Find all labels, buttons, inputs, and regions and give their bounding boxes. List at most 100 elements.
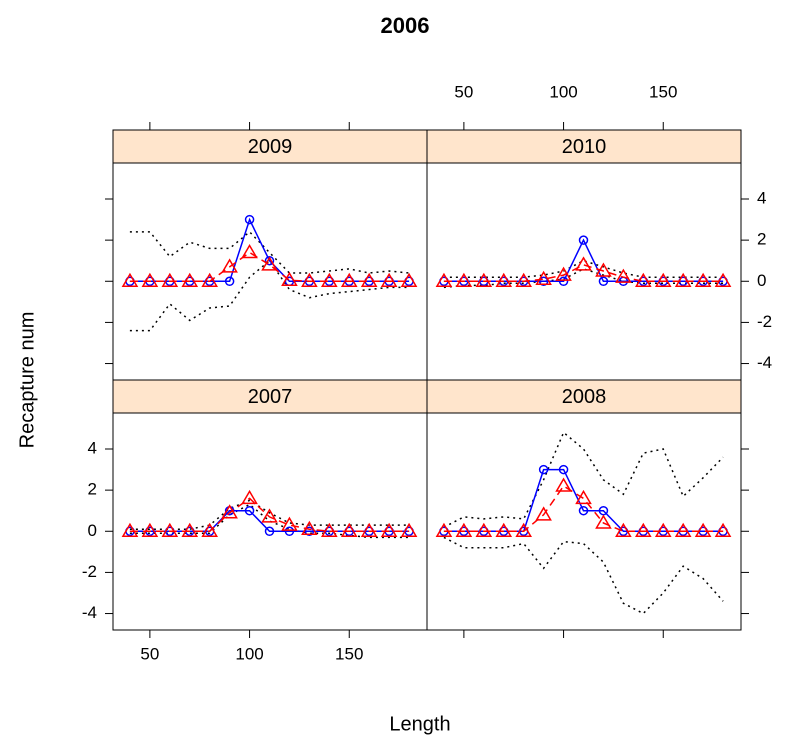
point [435, 272, 453, 288]
point [555, 266, 572, 281]
strip [112, 379, 428, 414]
point [221, 258, 238, 273]
x-tick-label: 150 [649, 82, 677, 101]
point [400, 522, 418, 538]
point [201, 272, 218, 288]
series-line [129, 251, 410, 283]
panel-frame [426, 162, 742, 381]
y-tick-label: -4 [757, 353, 772, 372]
point [161, 272, 179, 288]
point [301, 272, 318, 288]
point [264, 526, 275, 537]
point [321, 272, 338, 288]
strip [426, 379, 742, 414]
point [674, 522, 692, 538]
series-line [443, 536, 724, 615]
point [515, 522, 532, 538]
point [241, 243, 258, 259]
point [694, 522, 712, 538]
point [575, 489, 592, 505]
point [121, 272, 139, 288]
point [558, 464, 569, 475]
series-line [129, 259, 410, 332]
strip-label: 2010 [562, 136, 607, 158]
point [281, 516, 298, 531]
strip-label: 2008 [562, 386, 607, 408]
point [535, 270, 552, 285]
x-tick-label: 150 [335, 644, 363, 663]
panel-frame [112, 162, 428, 381]
point [244, 505, 255, 516]
x-axis-label: Length [389, 713, 450, 735]
point [578, 235, 589, 245]
series-line [129, 499, 410, 530]
y-tick-label: 0 [88, 521, 97, 540]
y-tick-label: 4 [757, 188, 766, 207]
point [380, 272, 398, 288]
x-tick-label: 50 [140, 644, 159, 663]
point [241, 489, 258, 505]
point [654, 272, 672, 288]
point [261, 256, 278, 271]
point [538, 464, 549, 475]
point [654, 522, 672, 538]
point [635, 272, 652, 288]
point [538, 276, 549, 287]
point [340, 272, 358, 288]
point [301, 520, 318, 535]
strip-label: 2007 [248, 386, 293, 408]
point [224, 276, 235, 287]
panel-frame [426, 412, 742, 631]
point [714, 522, 732, 538]
series-line [129, 217, 410, 283]
point [635, 522, 652, 538]
point [141, 522, 159, 538]
point [244, 214, 255, 225]
point [555, 477, 572, 492]
point [261, 508, 278, 523]
point [475, 272, 493, 288]
y-tick-label: 0 [757, 271, 766, 290]
series-line [129, 230, 410, 274]
point [558, 276, 569, 287]
y-tick-label: -2 [82, 562, 97, 581]
y-axis-label: Recapture num [16, 312, 38, 449]
point [360, 272, 378, 288]
point [435, 522, 453, 538]
series-line [443, 259, 724, 278]
strip [426, 129, 742, 164]
point [281, 271, 298, 286]
strip [112, 129, 428, 164]
series-line [443, 468, 724, 533]
point [321, 522, 338, 538]
point [714, 272, 732, 288]
y-tick-label: 2 [757, 230, 766, 249]
x-tick-label: 100 [235, 644, 263, 663]
point [515, 272, 532, 288]
y-tick-label: 4 [88, 438, 97, 457]
point [400, 272, 418, 288]
point [578, 505, 589, 516]
point [380, 522, 398, 538]
point [304, 526, 315, 537]
point [455, 522, 473, 538]
point [595, 514, 612, 529]
point [535, 506, 552, 521]
point [674, 272, 692, 288]
series-line [129, 497, 410, 533]
point [455, 272, 473, 288]
y-tick-label: -2 [757, 312, 772, 331]
series-line [443, 238, 724, 283]
point [495, 272, 513, 288]
y-tick-label: -4 [82, 603, 97, 622]
series-line [443, 484, 724, 533]
series-line [443, 431, 724, 528]
point [475, 522, 493, 538]
point [141, 272, 159, 288]
strip-label: 2009 [248, 136, 293, 158]
point [615, 268, 632, 283]
point [201, 522, 218, 538]
point [615, 522, 632, 538]
point [121, 522, 139, 538]
